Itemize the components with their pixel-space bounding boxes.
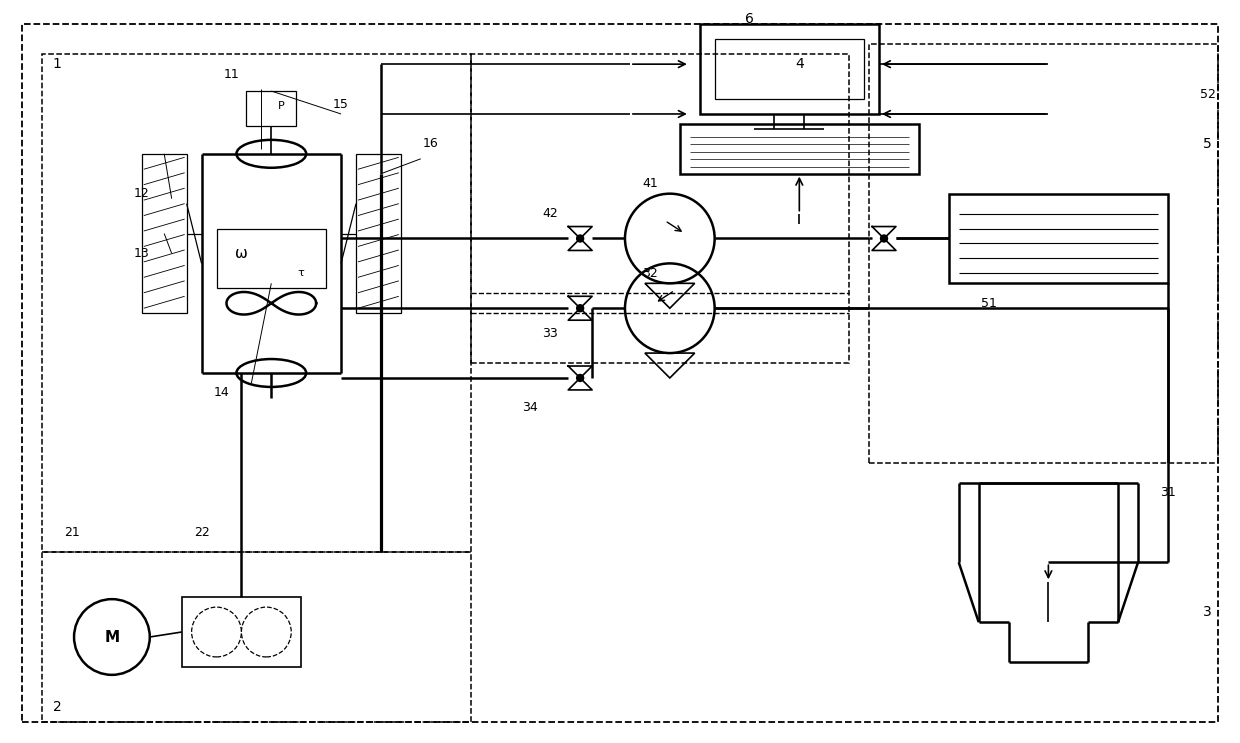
Text: 32: 32 bbox=[642, 267, 657, 280]
Text: P: P bbox=[278, 101, 285, 111]
Text: 11: 11 bbox=[223, 68, 239, 81]
Text: 16: 16 bbox=[423, 137, 439, 150]
Text: 5: 5 bbox=[1203, 137, 1213, 151]
Text: 42: 42 bbox=[542, 207, 558, 220]
Circle shape bbox=[577, 305, 584, 312]
Text: 22: 22 bbox=[193, 526, 210, 539]
Text: 21: 21 bbox=[64, 526, 79, 539]
Text: 12: 12 bbox=[134, 187, 150, 200]
Text: 52: 52 bbox=[1200, 88, 1215, 100]
Circle shape bbox=[880, 235, 888, 242]
Circle shape bbox=[577, 374, 584, 381]
Ellipse shape bbox=[237, 359, 306, 387]
Text: 41: 41 bbox=[642, 177, 657, 190]
Text: 14: 14 bbox=[213, 386, 229, 400]
Text: 13: 13 bbox=[134, 247, 150, 260]
Text: 6: 6 bbox=[745, 13, 754, 26]
Text: 33: 33 bbox=[542, 327, 558, 340]
Text: 34: 34 bbox=[522, 401, 538, 415]
Text: 1: 1 bbox=[52, 57, 62, 71]
Text: 31: 31 bbox=[1161, 486, 1176, 499]
Text: 51: 51 bbox=[981, 296, 997, 310]
Text: M: M bbox=[104, 629, 119, 644]
Circle shape bbox=[577, 235, 584, 242]
Text: 3: 3 bbox=[1203, 605, 1213, 619]
Text: ω: ω bbox=[236, 246, 248, 261]
Text: 4: 4 bbox=[795, 57, 804, 71]
Text: 15: 15 bbox=[334, 97, 348, 111]
Text: τ: τ bbox=[298, 268, 305, 279]
Text: 2: 2 bbox=[53, 700, 62, 714]
